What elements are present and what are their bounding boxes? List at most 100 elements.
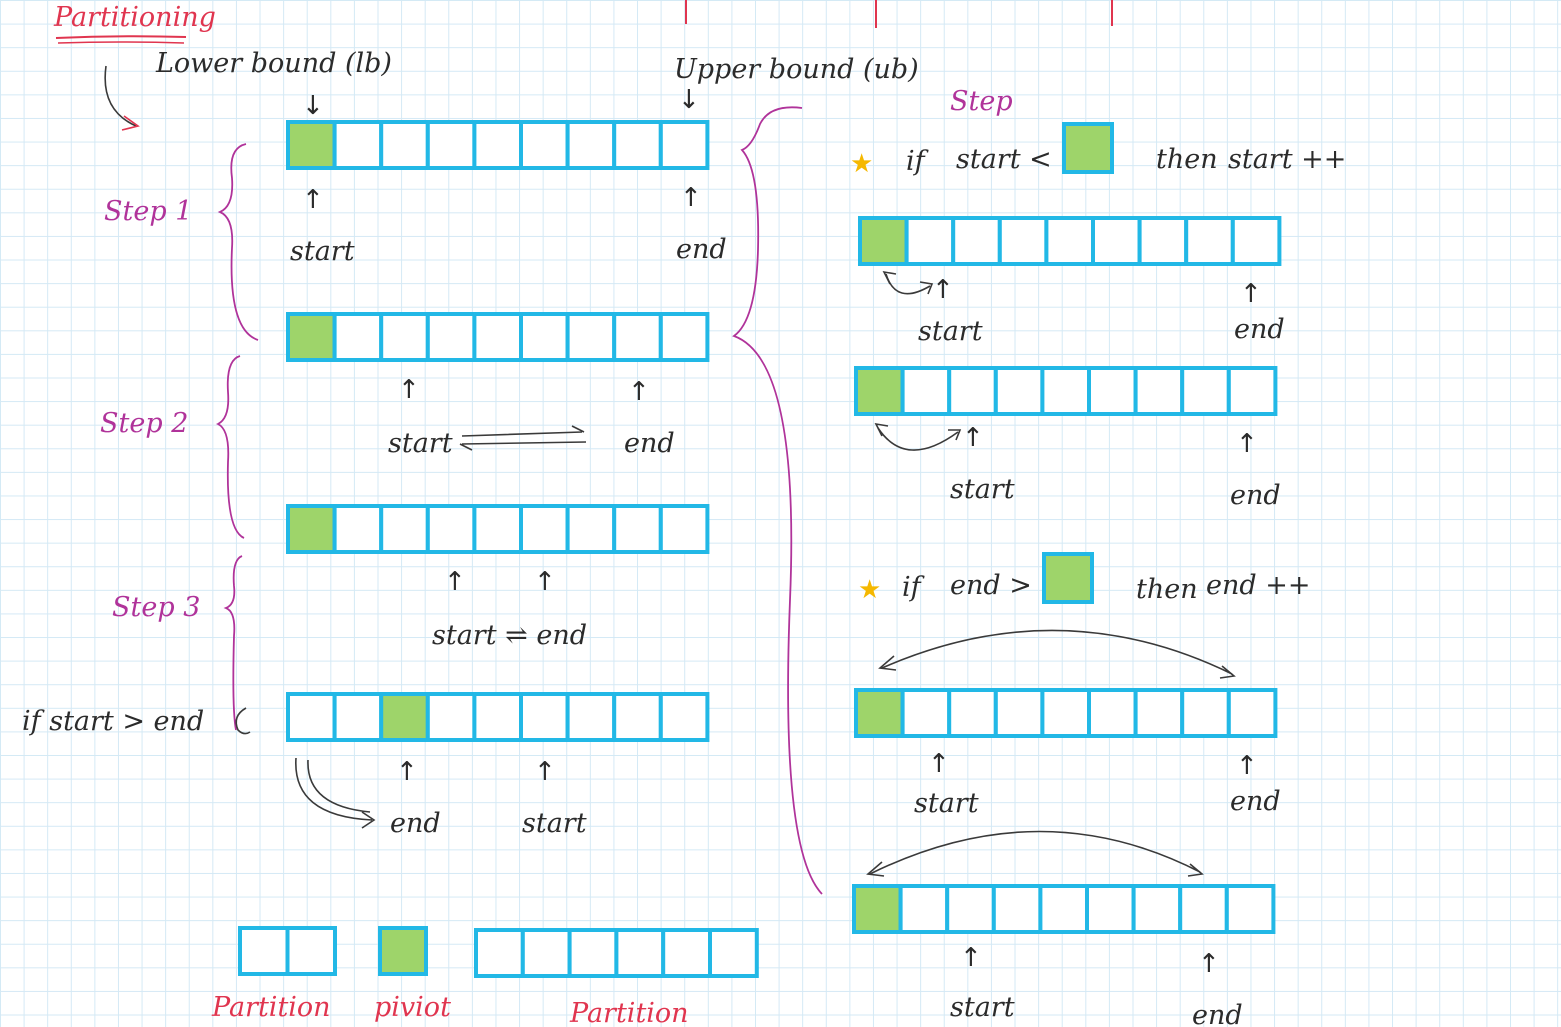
array-cell (332, 504, 384, 554)
rule1-action: start ++ (1228, 144, 1346, 175)
array-cell (472, 504, 523, 554)
rule1-then: then (1156, 144, 1218, 175)
array-cell (1044, 216, 1096, 266)
array-group (238, 120, 1282, 978)
array-cell (1085, 884, 1136, 934)
r2a-end-label: end (1230, 786, 1281, 817)
r2b-end-arrow: ↑ (1198, 949, 1220, 979)
step-right-label: Step (950, 86, 1013, 117)
array-cell (425, 120, 477, 170)
array-cell (425, 692, 477, 742)
array-cell (1040, 688, 1092, 738)
array-cell (474, 928, 525, 978)
array-cell (519, 692, 570, 742)
array-cell (565, 120, 617, 170)
step2-back-arrow (459, 441, 587, 451)
rule2-array-a (854, 688, 1278, 738)
array-cell (238, 926, 290, 976)
final-start-arrow: ↑ (534, 757, 556, 787)
array-cell (1038, 884, 1090, 934)
step-group-brace (732, 106, 823, 895)
r1a-arc-arrow (885, 273, 934, 295)
array-cell (1133, 688, 1185, 738)
step1-bottom-array (286, 312, 710, 362)
page-title: Partitioning (53, 2, 216, 33)
r2a-start-label: start (914, 788, 979, 819)
array-cell (565, 504, 617, 554)
step2-array (286, 504, 710, 554)
r1b-arc-arrow (877, 427, 962, 451)
step2-start-arrow: ↑ (398, 375, 420, 405)
r1a-start-arrow: ↑ (932, 275, 954, 305)
array-cell (951, 216, 1002, 266)
step1-label: Step 1 (104, 196, 192, 227)
array-cell (1131, 884, 1183, 934)
array-cell (1137, 216, 1189, 266)
pivot-cell (379, 692, 430, 742)
rule1-condition: start < (956, 144, 1052, 175)
r1b-start-label: start (950, 474, 1015, 505)
pivot-cell (852, 884, 903, 934)
step3-brace (223, 555, 243, 731)
r1a-end-arrow: ↑ (1240, 279, 1262, 309)
array-cell (658, 312, 710, 362)
rule2-star-icon: ★ (858, 575, 881, 605)
array-cell (565, 692, 617, 742)
array-cell (991, 884, 1043, 934)
rule1-array-a (858, 216, 1282, 266)
array-cell (1040, 366, 1092, 416)
lb-down-arrow: ↓ (302, 91, 324, 121)
array-cell (286, 692, 337, 742)
title-arrow (104, 65, 137, 127)
pivot-cell (854, 366, 905, 416)
array-cell (425, 312, 477, 362)
array-cell (520, 928, 572, 978)
array-cell (332, 312, 384, 362)
array-cell (472, 120, 523, 170)
step3-label: Step 3 (112, 592, 200, 623)
pivot-cell (286, 312, 337, 362)
r1b-end-arrow: ↑ (1236, 429, 1258, 459)
array-cell (519, 120, 570, 170)
array-cell (945, 884, 996, 934)
array-cell (1184, 216, 1235, 266)
array-cell (519, 312, 570, 362)
pivot-cell (854, 688, 905, 738)
step1-start-label: start (290, 236, 355, 267)
array-cell (519, 504, 570, 554)
array-cell (612, 504, 663, 554)
r1b-start-arrow: ↑ (962, 423, 984, 453)
array-cell (900, 366, 952, 416)
rule1-pivot-box (1062, 122, 1114, 174)
array-cell (658, 120, 710, 170)
array-cell (993, 366, 1045, 416)
r2a-swap-arc-tail (878, 655, 897, 671)
array-cell (612, 312, 663, 362)
array-cell (332, 692, 384, 742)
step3-start-arrow: ↑ (444, 567, 466, 597)
r1a-start-label: start (918, 316, 983, 347)
array-cell (565, 312, 617, 362)
array-cell (379, 312, 430, 362)
pivot-array (378, 926, 428, 976)
array-cell (900, 688, 952, 738)
array-cell (1226, 366, 1278, 416)
rule1-if: if (906, 146, 929, 177)
array-cell (997, 216, 1049, 266)
right-partition-array (474, 928, 759, 978)
upper-bound-label: Upper bound (ub) (674, 54, 919, 85)
r1a-arc-tail (882, 270, 897, 285)
r2b-end-label: end (1192, 1000, 1243, 1027)
pivot-label: piviot (374, 992, 451, 1023)
array-cell (947, 366, 998, 416)
rule2-action: end ++ (1206, 570, 1310, 601)
step1-brace (217, 143, 259, 341)
if-brace (235, 707, 251, 735)
r1b-end-label: end (1230, 480, 1281, 511)
step1-top-array (286, 120, 710, 170)
rule2-condition: end > (950, 570, 1032, 601)
array-cell (904, 216, 956, 266)
rule2-pivot-box (1042, 552, 1094, 604)
array-cell (472, 692, 523, 742)
ub-down-arrow: ↓ (678, 85, 700, 115)
